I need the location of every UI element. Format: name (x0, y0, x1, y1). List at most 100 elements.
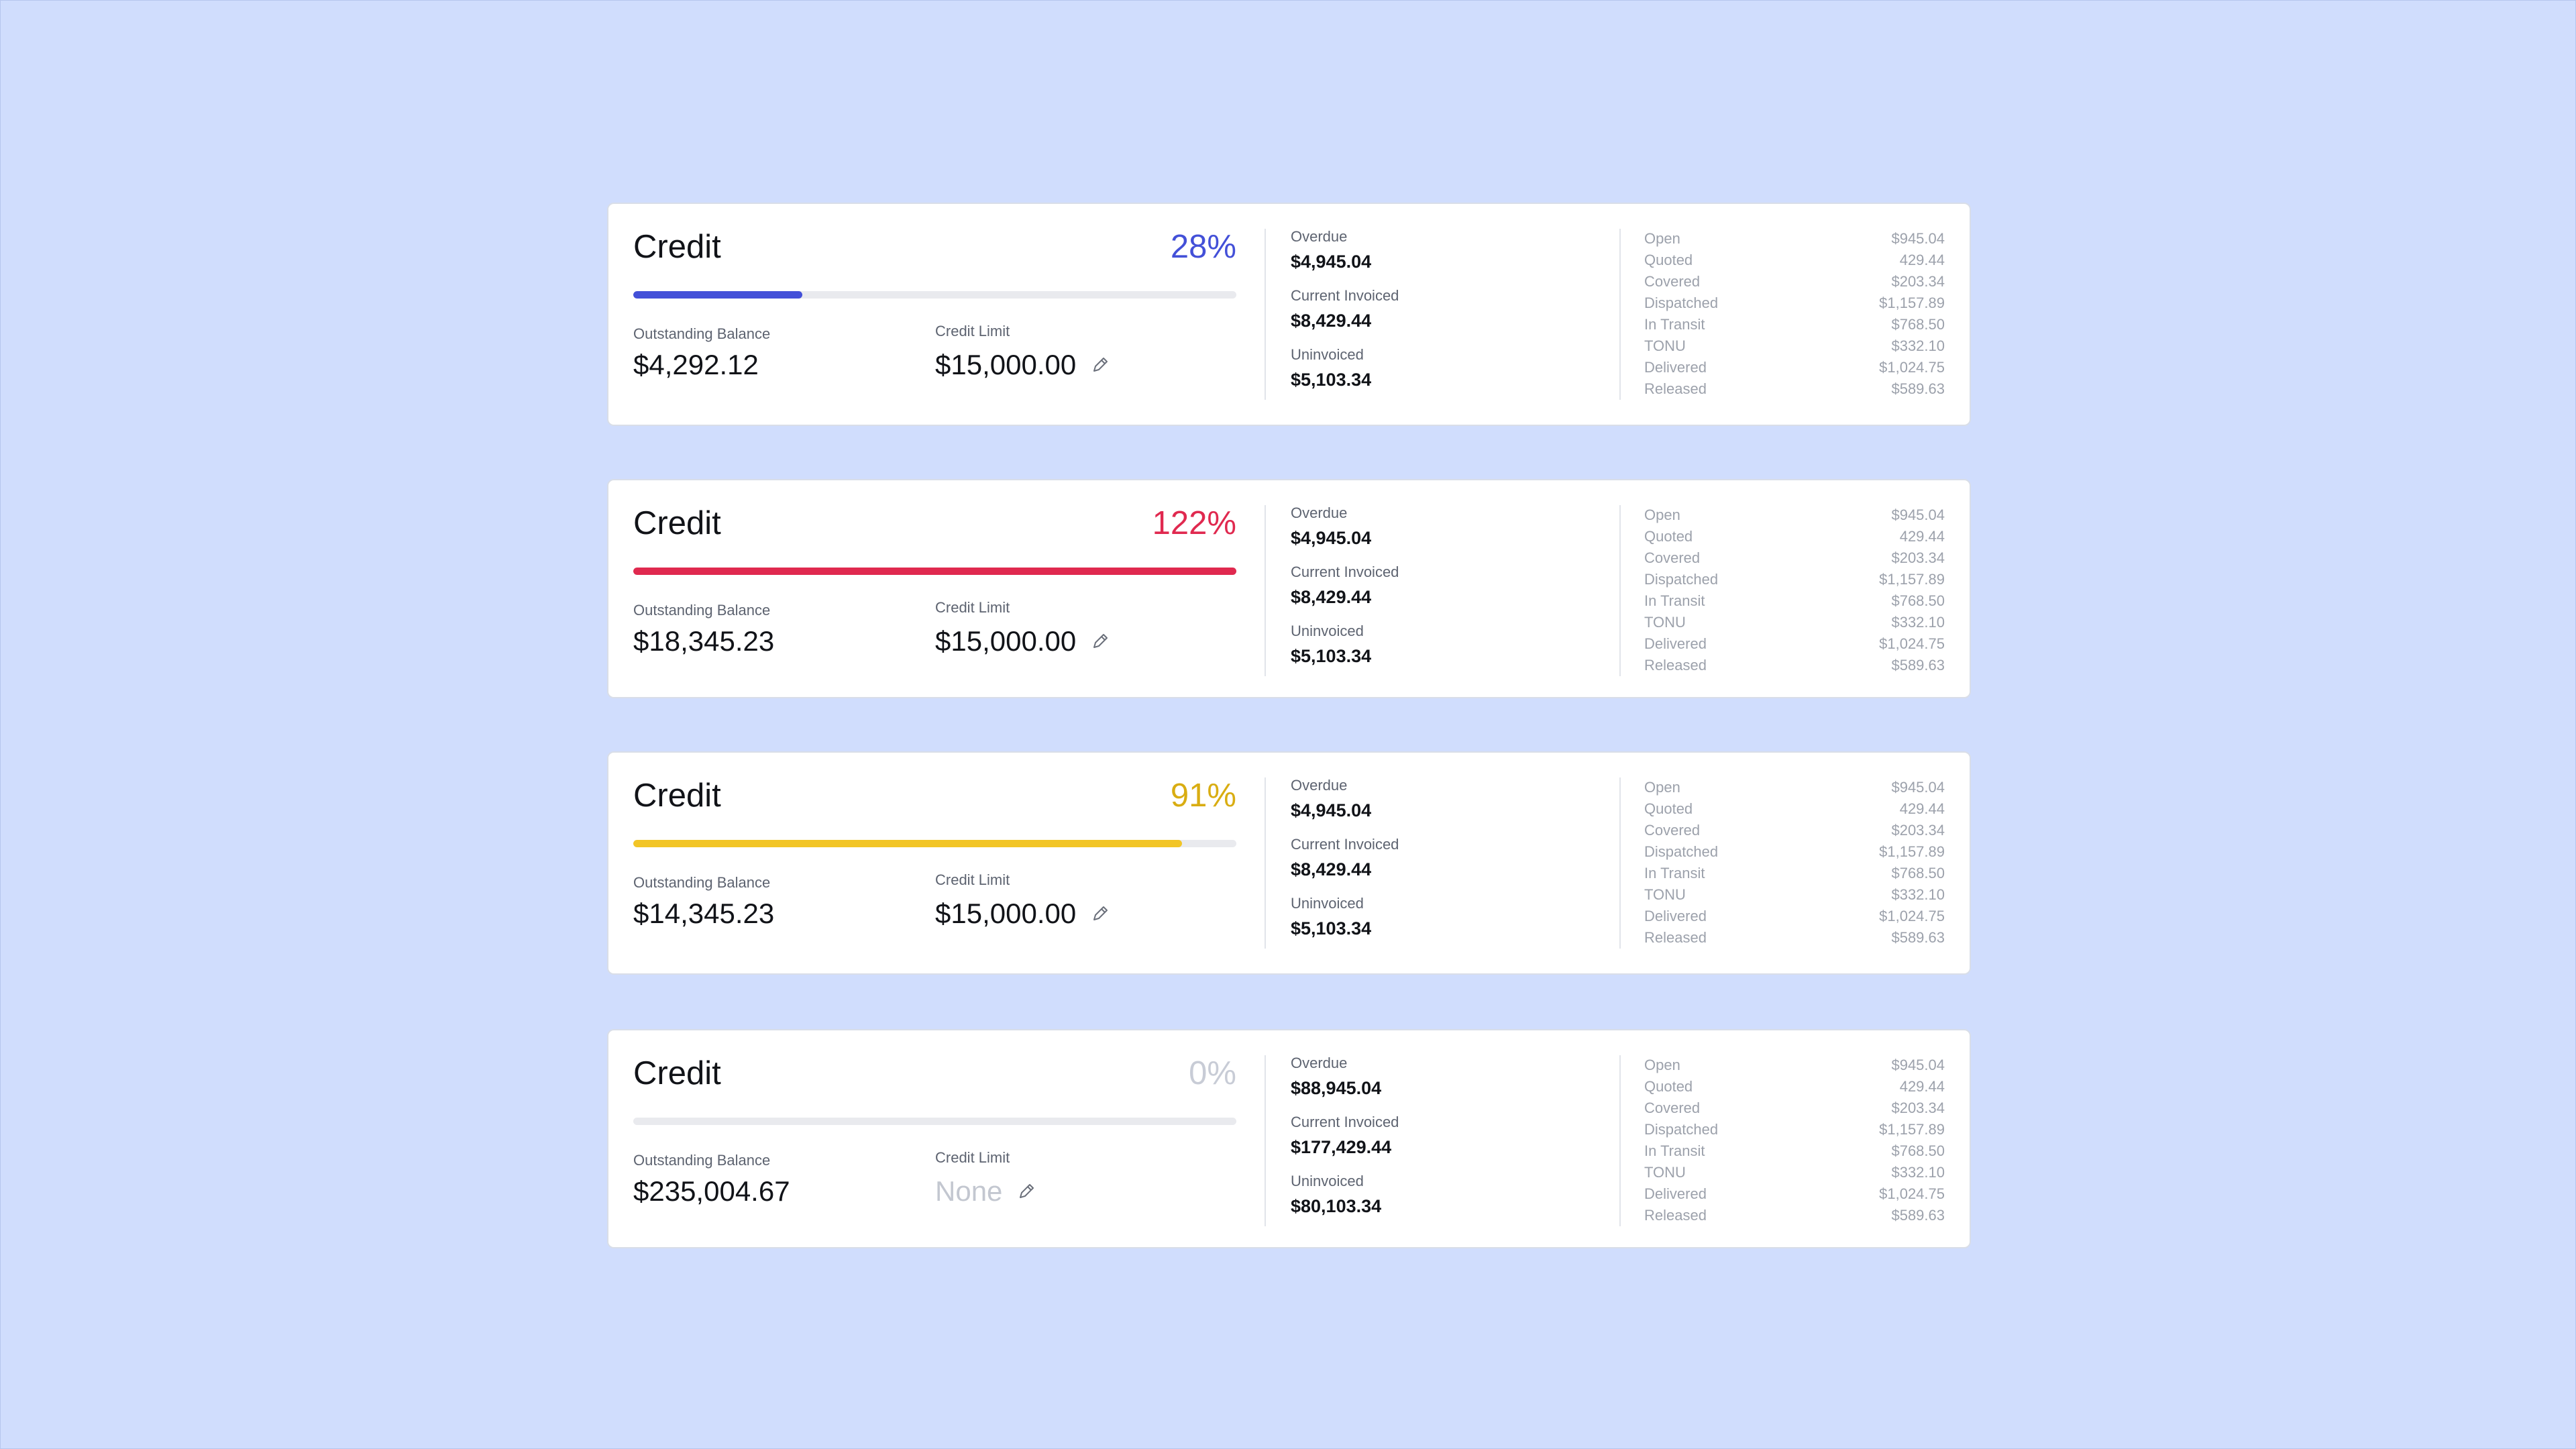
breakdown-label: TONU (1644, 1164, 1686, 1181)
breakdown-label: Delivered (1644, 908, 1707, 924)
outstanding-label: Outstanding Balance (633, 874, 771, 891)
breakdown-value: $589.63 (1891, 929, 1945, 946)
breakdown-label: Open (1644, 1057, 1680, 1073)
credit-card: Credit 0% Outstanding Balance $235,004.67 Cr… (607, 1029, 1971, 1248)
breakdown-value: $332.10 (1891, 614, 1945, 631)
breakdown-label: TONU (1644, 614, 1686, 631)
breakdown-label: Quoted (1644, 1078, 1693, 1095)
breakdown-label: Released (1644, 1207, 1707, 1224)
credit-card: Credit 28% Outstanding Balance $4,292.12 Cre… (607, 203, 1971, 426)
breakdown-label: Dispatched (1644, 1121, 1719, 1138)
percent-label: 91% (1170, 777, 1236, 814)
card-title: Credit (633, 1055, 721, 1091)
card-title: Credit (633, 505, 721, 541)
outstanding-value: $14,345.23 (633, 898, 775, 929)
pencil-icon[interactable] (1091, 632, 1110, 651)
breakdown-label: Delivered (1644, 359, 1707, 376)
breakdown-value: $768.50 (1891, 865, 1945, 881)
summary-value: $177,429.44 (1291, 1137, 1392, 1157)
summary-value: $4,945.04 (1291, 252, 1372, 272)
summary-label: Uninvoiced (1291, 623, 1364, 639)
breakdown-label: Covered (1644, 549, 1701, 566)
limit-label: Credit Limit (935, 1149, 1010, 1166)
summary-label: Current Invoiced (1291, 836, 1399, 853)
breakdown-label: Dispatched (1644, 294, 1719, 311)
breakdown-value: $768.50 (1891, 592, 1945, 609)
divider (1265, 777, 1266, 949)
summary-value: $8,429.44 (1291, 311, 1372, 331)
breakdown-label: Open (1644, 506, 1680, 523)
divider (1619, 505, 1621, 676)
breakdown-value: $203.34 (1891, 549, 1945, 566)
summary-label: Uninvoiced (1291, 895, 1364, 912)
summary-label: Current Invoiced (1291, 287, 1399, 304)
breakdown-value: $332.10 (1891, 1164, 1945, 1181)
edit-pencil[interactable] (1091, 356, 1110, 374)
summary-label: Overdue (1291, 228, 1348, 245)
limit-value: None (935, 1175, 1003, 1207)
summary-value: $5,103.34 (1291, 646, 1372, 666)
breakdown-value: $589.63 (1891, 1207, 1945, 1224)
credit-card: Credit 91% Outstanding Balance $14,345.23 Cr… (607, 751, 1971, 975)
breakdown-value: $203.34 (1891, 273, 1945, 290)
summary-label: Overdue (1291, 777, 1348, 794)
breakdown-label: Dispatched (1644, 843, 1719, 860)
progress-fill (633, 291, 802, 299)
breakdown-value: 429.44 (1899, 252, 1945, 268)
limit-value: $15,000.00 (935, 625, 1077, 657)
divider (1265, 1055, 1266, 1226)
pencil-icon[interactable] (1017, 1182, 1036, 1201)
pencil-icon[interactable] (1091, 356, 1110, 374)
breakdown-label: Open (1644, 779, 1680, 796)
breakdown-value: $589.63 (1891, 657, 1945, 674)
limit-label: Credit Limit (935, 871, 1010, 888)
breakdown-label: Quoted (1644, 800, 1693, 817)
summary-label: Current Invoiced (1291, 564, 1399, 580)
edit-pencil[interactable] (1091, 904, 1110, 923)
breakdown-value: $1,024.75 (1879, 359, 1945, 376)
pencil-icon[interactable] (1091, 904, 1110, 923)
breakdown-label: Open (1644, 230, 1680, 247)
summary-value: $5,103.34 (1291, 370, 1372, 390)
breakdown-label: Released (1644, 929, 1707, 946)
breakdown-value: $1,157.89 (1879, 571, 1945, 588)
breakdown-value: $203.34 (1891, 1099, 1945, 1116)
breakdown-label: TONU (1644, 337, 1686, 354)
card-title: Credit (633, 229, 721, 265)
breakdown-value: $945.04 (1891, 1057, 1945, 1073)
outstanding-label: Outstanding Balance (633, 1152, 771, 1169)
summary-value: $8,429.44 (1291, 587, 1372, 607)
summary-label: Current Invoiced (1291, 1114, 1399, 1130)
breakdown-label: Covered (1644, 822, 1701, 839)
breakdown-value: $945.04 (1891, 506, 1945, 523)
summary-label: Overdue (1291, 504, 1348, 521)
edit-pencil[interactable] (1017, 1182, 1036, 1201)
breakdown-label: Dispatched (1644, 571, 1719, 588)
breakdown-label: Delivered (1644, 1185, 1707, 1202)
breakdown-value: $945.04 (1891, 779, 1945, 796)
breakdown-value: $1,157.89 (1879, 843, 1945, 860)
outstanding-value: $235,004.67 (633, 1175, 790, 1207)
outstanding-label: Outstanding Balance (633, 325, 771, 342)
breakdown-value: $945.04 (1891, 230, 1945, 247)
percent-label: 28% (1170, 229, 1236, 265)
divider (1265, 505, 1266, 676)
breakdown-label: Quoted (1644, 252, 1693, 268)
divider (1619, 777, 1621, 949)
breakdown-label: In Transit (1644, 592, 1705, 609)
breakdown-label: Covered (1644, 1099, 1701, 1116)
edit-pencil[interactable] (1091, 632, 1110, 651)
percent-label: 122% (1152, 505, 1236, 541)
summary-value: $88,945.04 (1291, 1078, 1382, 1098)
divider (1619, 229, 1621, 400)
breakdown-value: $1,157.89 (1879, 294, 1945, 311)
progress-fill (633, 568, 1236, 575)
breakdown-value: 429.44 (1899, 1078, 1945, 1095)
breakdown-value: $1,024.75 (1879, 1185, 1945, 1202)
summary-label: Uninvoiced (1291, 1173, 1364, 1189)
breakdown-value: $1,157.89 (1879, 1121, 1945, 1138)
limit-value: $15,000.00 (935, 349, 1077, 380)
breakdown-value: $1,024.75 (1879, 635, 1945, 652)
progress-track (633, 1118, 1236, 1125)
